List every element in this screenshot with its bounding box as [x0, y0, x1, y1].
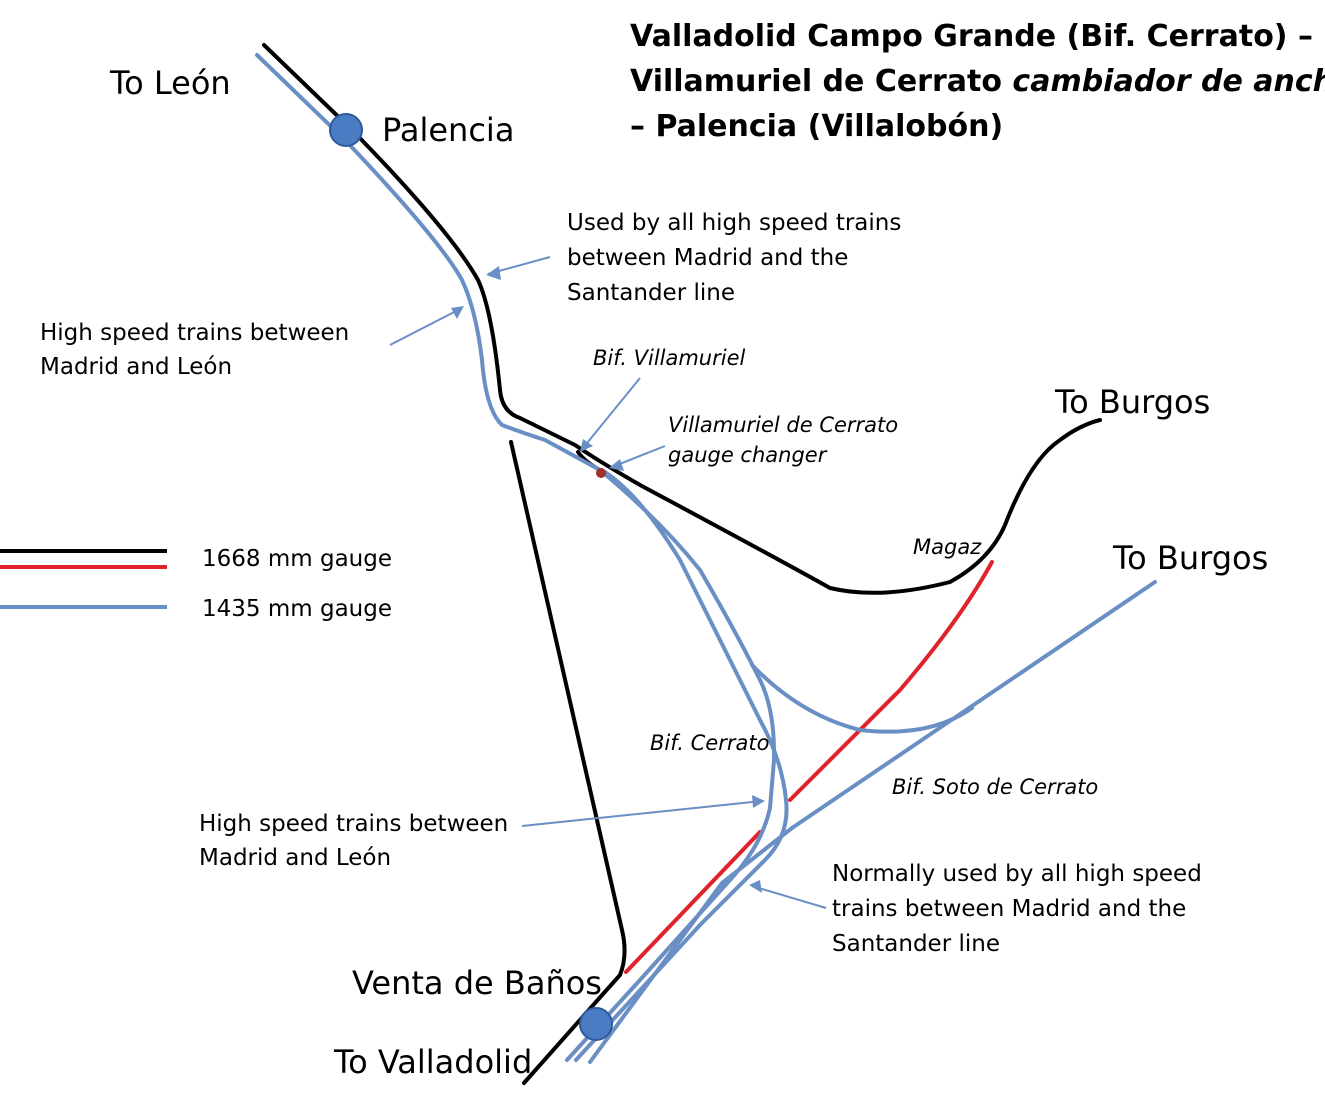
note-leon-bottom-2: Madrid and León [199, 845, 391, 871]
label-magaz: Magaz [913, 535, 982, 559]
label-bif-villamuriel: Bif. Villamuriel [593, 346, 746, 370]
track-standard-leon [255, 53, 762, 682]
note-santander-bottom-1: Normally used by all high speed [832, 861, 1202, 887]
label-to-leon: To León [109, 64, 231, 102]
label-to-valladolid: To Valladolid [333, 1043, 532, 1081]
arrow-leon-bottom [521, 795, 765, 827]
station-venta-de-banos [579, 1007, 613, 1041]
note-leon-top-1: High speed trains between [40, 320, 349, 346]
label-to-burgos-2: To Burgos [1112, 539, 1268, 577]
legend-label-standard: 1435 mm gauge [202, 596, 392, 622]
label-venta-de-banos: Venta de Baños [352, 964, 602, 1002]
label-to-burgos-1: To Burgos [1054, 383, 1210, 421]
legend-label-iberian: 1668 mm gauge [202, 546, 392, 572]
note-santander-bottom-2: trains between Madrid and the [832, 896, 1186, 922]
arrow-gauge-changer [609, 445, 666, 471]
title-line-3: – Palencia (Villalobón) [630, 109, 1003, 144]
arrow-santander-bottom [749, 880, 827, 909]
track-iberian-venta-palencia [509, 440, 627, 1085]
track-iberian-palencia-burgos [262, 43, 1102, 595]
note-leon-bottom-1: High speed trains between [199, 811, 508, 837]
label-bif-cerrato: Bif. Cerrato [650, 731, 769, 755]
track-iberian-red-magaz [624, 830, 762, 974]
label-palencia: Palencia [382, 111, 514, 149]
title-line-2-italic: cambiador de ancho [1012, 64, 1325, 99]
track-iberian-red-magaz-2 [788, 560, 994, 802]
track-standard-burgos [790, 580, 1157, 830]
note-leon-top-2: Madrid and León [40, 354, 232, 380]
label-gauge-changer-1: Villamuriel de Cerrato [668, 413, 898, 437]
station-palencia [329, 113, 363, 147]
title-line-2-regular: Villamuriel de Cerrato [630, 64, 1012, 99]
arrow-santander-top [486, 256, 551, 280]
label-bif-soto: Bif. Soto de Cerrato [892, 775, 1098, 799]
title-line-2: Villamuriel de Cerrato cambiador de anch… [630, 64, 1325, 99]
track-standard-santander-link [574, 470, 789, 1062]
gauge-changer-marker [596, 468, 606, 478]
track-standard-soto-curve [750, 663, 974, 734]
title-line-1: Valladolid Campo Grande (Bif. Cerrato) – [630, 19, 1313, 54]
note-santander-bottom-3: Santander line [832, 931, 1000, 957]
label-gauge-changer-2: gauge changer [668, 443, 828, 467]
note-santander-top-2: between Madrid and the [567, 245, 848, 271]
track-standard-soto-tail [588, 826, 794, 1064]
note-santander-top-3: Santander line [567, 280, 735, 306]
note-santander-top-1: Used by all high speed trains [567, 210, 901, 236]
arrow-bif-villamuriel [580, 377, 641, 452]
arrow-leon-top [389, 306, 464, 346]
